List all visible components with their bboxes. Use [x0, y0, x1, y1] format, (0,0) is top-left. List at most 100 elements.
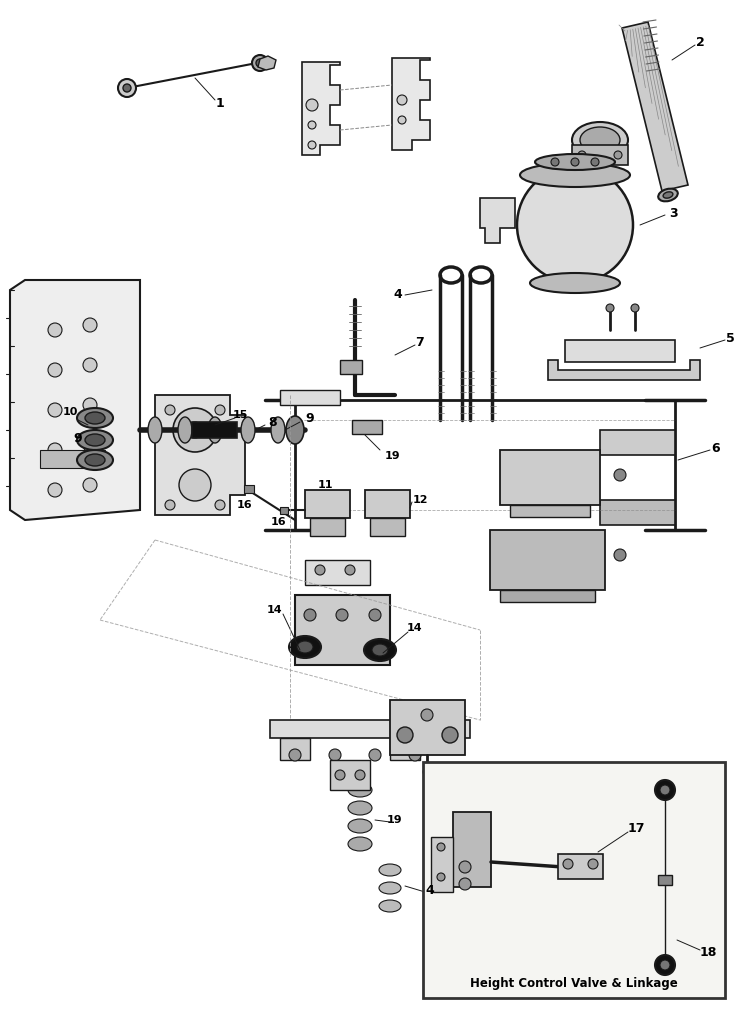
Ellipse shape — [580, 127, 620, 153]
Circle shape — [165, 500, 175, 510]
Ellipse shape — [289, 636, 321, 658]
Ellipse shape — [85, 434, 105, 446]
Bar — [340, 360, 362, 374]
Circle shape — [614, 469, 626, 480]
Circle shape — [289, 749, 301, 761]
Circle shape — [83, 318, 97, 332]
Bar — [510, 505, 590, 517]
Circle shape — [83, 358, 97, 372]
Text: 4: 4 — [425, 884, 434, 897]
Circle shape — [48, 323, 62, 337]
Polygon shape — [390, 738, 420, 760]
Circle shape — [571, 158, 579, 166]
Ellipse shape — [85, 412, 105, 425]
Bar — [490, 530, 605, 590]
Text: 11: 11 — [317, 480, 333, 490]
Ellipse shape — [77, 450, 113, 470]
Circle shape — [517, 167, 633, 283]
Circle shape — [215, 500, 225, 510]
Bar — [270, 720, 470, 738]
Circle shape — [256, 59, 264, 67]
Circle shape — [563, 859, 573, 869]
Ellipse shape — [286, 416, 304, 444]
Bar — [431, 837, 453, 892]
Text: 17: 17 — [627, 823, 645, 836]
Circle shape — [421, 709, 433, 721]
Bar — [423, 762, 725, 998]
Ellipse shape — [77, 408, 113, 428]
Bar — [40, 450, 105, 468]
Circle shape — [369, 609, 381, 621]
Polygon shape — [155, 395, 245, 515]
Text: 9: 9 — [305, 411, 314, 425]
Circle shape — [48, 403, 62, 417]
Circle shape — [165, 405, 175, 415]
Polygon shape — [330, 760, 370, 790]
Bar — [390, 700, 465, 755]
Circle shape — [397, 727, 413, 743]
Ellipse shape — [572, 122, 628, 158]
Ellipse shape — [85, 454, 105, 466]
Polygon shape — [10, 280, 140, 520]
Polygon shape — [548, 360, 700, 380]
Ellipse shape — [348, 837, 372, 851]
Bar — [600, 430, 675, 455]
Polygon shape — [392, 58, 430, 150]
Polygon shape — [280, 738, 310, 760]
Circle shape — [308, 142, 316, 149]
Circle shape — [437, 873, 445, 881]
Text: 16: 16 — [270, 517, 286, 527]
Text: 7: 7 — [416, 337, 425, 349]
Ellipse shape — [364, 639, 396, 661]
Ellipse shape — [148, 417, 162, 443]
Text: 19: 19 — [387, 815, 403, 825]
Circle shape — [614, 549, 626, 561]
Circle shape — [118, 79, 136, 97]
Circle shape — [660, 960, 670, 970]
Circle shape — [369, 749, 381, 761]
Circle shape — [329, 749, 341, 761]
Ellipse shape — [241, 417, 255, 443]
Circle shape — [187, 422, 203, 438]
Ellipse shape — [348, 801, 372, 815]
Polygon shape — [258, 56, 276, 70]
Text: 4: 4 — [394, 288, 403, 301]
Ellipse shape — [379, 864, 401, 876]
Circle shape — [397, 95, 407, 105]
Circle shape — [83, 398, 97, 412]
Circle shape — [437, 843, 445, 851]
Bar — [600, 500, 675, 525]
Ellipse shape — [663, 191, 673, 199]
Ellipse shape — [535, 154, 615, 170]
Text: 19: 19 — [384, 451, 400, 461]
Ellipse shape — [520, 163, 630, 187]
Bar — [280, 507, 288, 514]
Text: 16: 16 — [237, 500, 252, 510]
Circle shape — [315, 565, 325, 575]
Text: 2: 2 — [696, 36, 704, 49]
Bar — [244, 485, 254, 493]
Circle shape — [123, 84, 131, 92]
Ellipse shape — [530, 273, 620, 293]
Circle shape — [308, 121, 316, 129]
Text: 15: 15 — [233, 410, 248, 420]
Bar — [305, 560, 370, 585]
Circle shape — [335, 770, 345, 780]
Bar — [305, 490, 350, 518]
Bar — [500, 450, 600, 505]
Circle shape — [459, 878, 471, 890]
Circle shape — [551, 158, 559, 166]
Text: 18: 18 — [699, 946, 717, 959]
Ellipse shape — [348, 819, 372, 833]
Ellipse shape — [658, 188, 678, 202]
Bar — [352, 420, 382, 434]
Circle shape — [173, 408, 217, 452]
Ellipse shape — [271, 417, 285, 443]
Circle shape — [215, 405, 225, 415]
Polygon shape — [480, 197, 515, 243]
Circle shape — [578, 151, 586, 159]
Circle shape — [614, 151, 622, 159]
Bar — [453, 812, 491, 887]
Text: 6: 6 — [712, 442, 721, 454]
Ellipse shape — [208, 417, 222, 443]
